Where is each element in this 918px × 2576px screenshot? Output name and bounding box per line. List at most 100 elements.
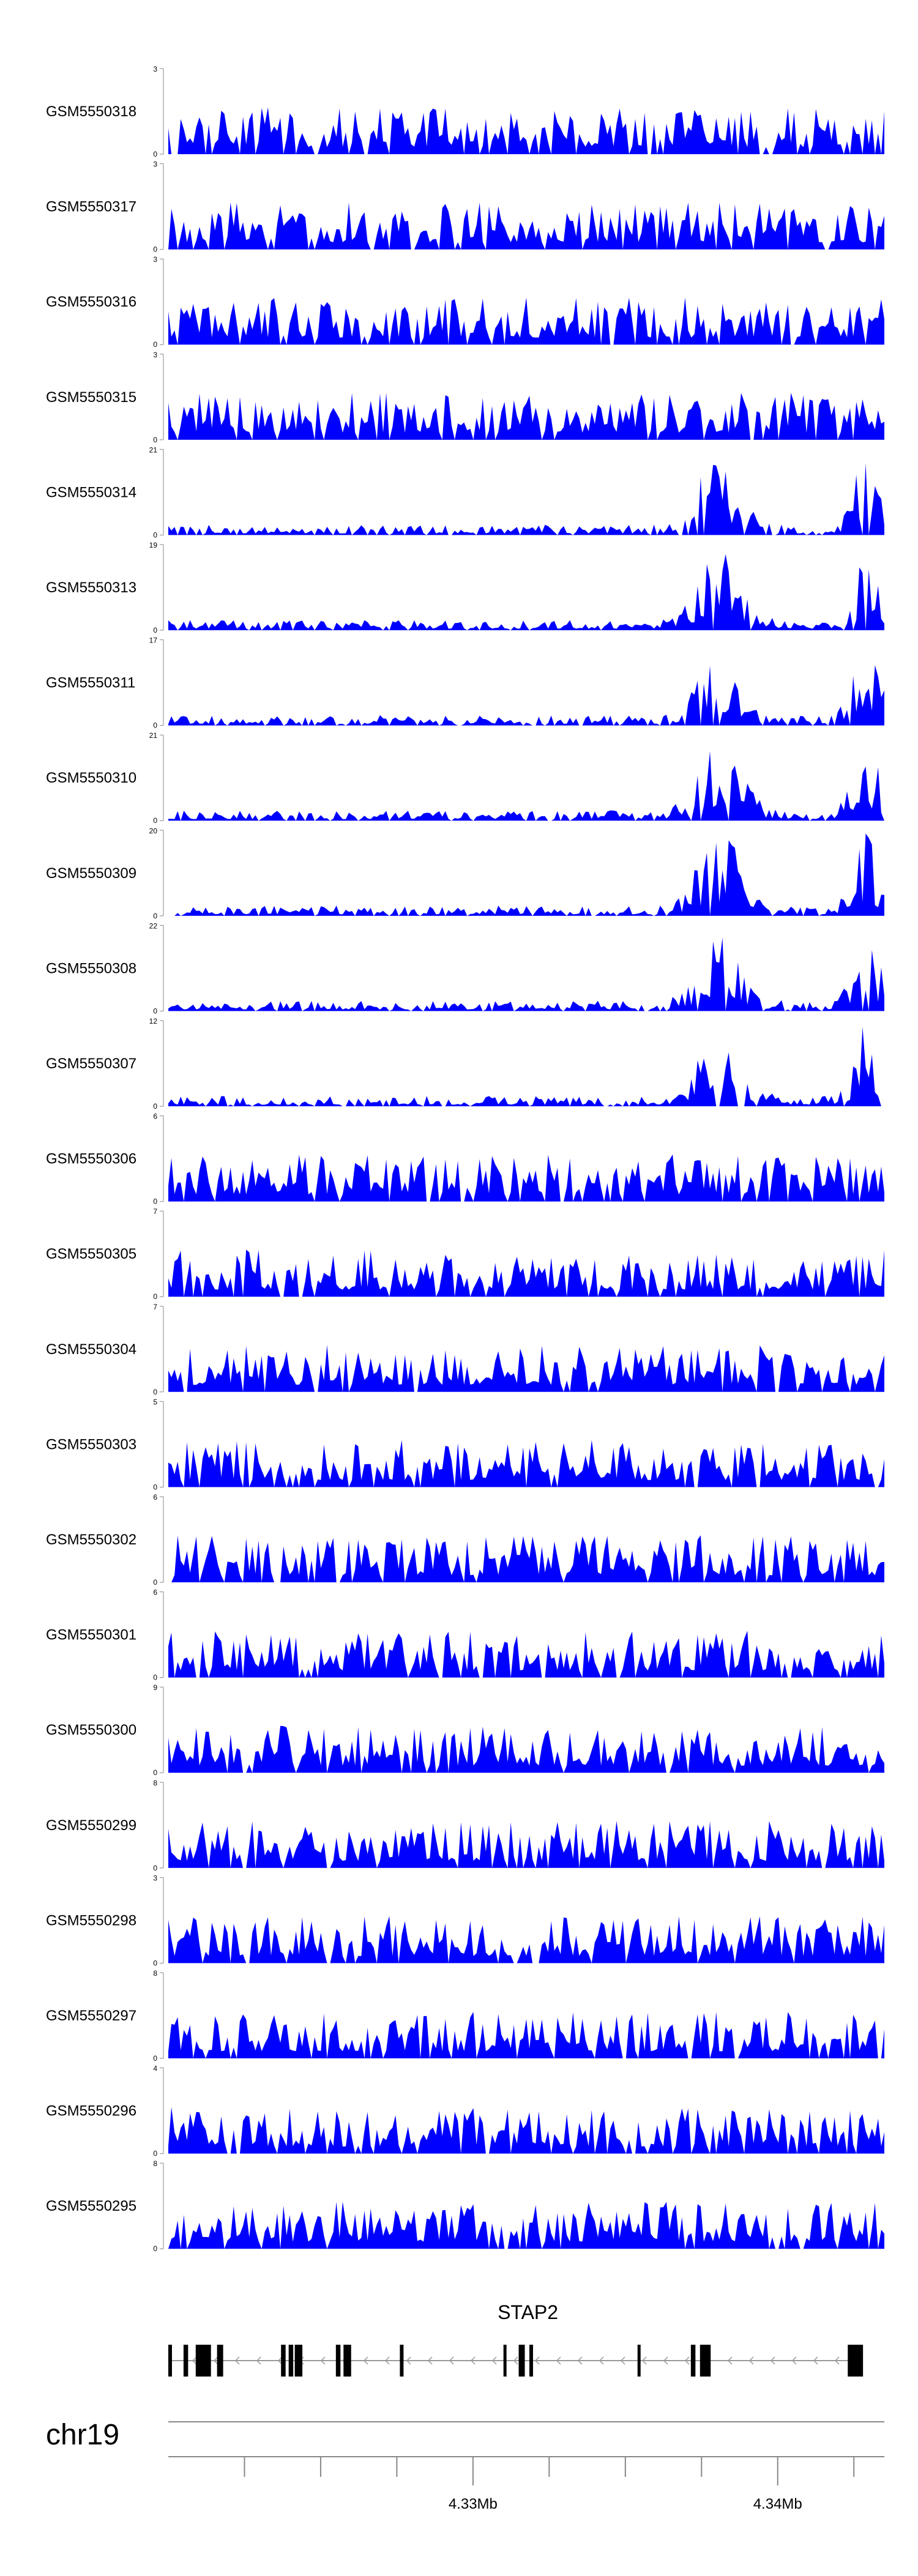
- strand-chevron: [534, 2356, 540, 2365]
- coverage-track: GSM5550297 8 0: [46, 1969, 884, 2063]
- coverage-area: [168, 2202, 884, 2249]
- strand-chevron: [213, 2356, 218, 2365]
- gene-exon: [281, 2345, 286, 2377]
- track-ymax-label: 3: [153, 255, 157, 264]
- coverage-track: GSM5550299 8 0: [46, 1779, 884, 1872]
- gene-exon: [503, 2345, 507, 2377]
- strand-chevron: [363, 2356, 368, 2365]
- track-ymax-label: 6: [153, 1588, 157, 1597]
- track-ymin-label: 0: [153, 1388, 157, 1396]
- strand-chevron: [641, 2356, 647, 2365]
- coverage-area: [168, 297, 884, 345]
- track-ymax-label: 21: [149, 445, 158, 454]
- coverage-area: [168, 392, 884, 440]
- track-label: GSM5550306: [46, 1151, 136, 1167]
- coverage-track: GSM5550300 9 0: [46, 1683, 884, 1777]
- track-label: GSM5550311: [46, 675, 135, 691]
- strand-chevron: [406, 2356, 411, 2365]
- gene-exon: [183, 2345, 188, 2377]
- track-label: GSM5550318: [46, 103, 136, 120]
- genome-axis: 4.33Mb 4.34Mb: [168, 2421, 884, 2512]
- gene-exon: [400, 2345, 404, 2377]
- track-ymax-label: 7: [153, 1207, 157, 1216]
- coverage-track: GSM5550305 7 0: [46, 1207, 884, 1301]
- coverage-track: GSM5550306 6 0: [46, 1112, 884, 1206]
- track-label: GSM5550302: [46, 1532, 136, 1548]
- strand-chevron: [684, 2356, 690, 2365]
- track-label: GSM5550304: [46, 1341, 136, 1358]
- gene-model: [168, 2345, 864, 2377]
- strand-chevron: [748, 2356, 754, 2365]
- coverage-area: [168, 1027, 884, 1106]
- coverage-area: [168, 751, 884, 821]
- gene-exon: [700, 2345, 711, 2377]
- gene-exon: [168, 2345, 172, 2377]
- track-ymin-label: 0: [153, 150, 157, 158]
- track-ymin-label: 0: [153, 816, 157, 825]
- coverage-track: GSM5550296 4 0: [46, 2064, 884, 2158]
- track-label: GSM5550308: [46, 960, 136, 977]
- strand-chevron: [234, 2356, 240, 2365]
- coverage-area: [168, 1154, 884, 1202]
- track-label: GSM5550307: [46, 1055, 136, 1072]
- coverage-track: GSM5550311 17 0: [46, 636, 884, 730]
- coverage-track: GSM5550318 3 0: [46, 65, 884, 158]
- track-ymax-label: 6: [153, 1493, 157, 1502]
- track-ymax-label: 19: [149, 541, 158, 549]
- track-ymax-label: 7: [153, 1303, 157, 1311]
- track-label: GSM5550310: [46, 770, 136, 786]
- track-ymax-label: 5: [153, 1398, 157, 1406]
- strand-chevron: [813, 2356, 818, 2365]
- coverage-track: GSM5550313 19 0: [46, 541, 884, 635]
- track-label: GSM5550297: [46, 2008, 136, 2024]
- track-ymin-label: 0: [153, 1959, 157, 1967]
- strand-chevron: [556, 2356, 561, 2365]
- coverage-area: [168, 554, 884, 630]
- track-label: GSM5550295: [46, 2198, 136, 2214]
- track-ymin-label: 0: [153, 245, 157, 254]
- strand-chevron: [256, 2356, 261, 2365]
- track-ymin-label: 0: [153, 1768, 157, 1777]
- coverage-track: GSM5550309 20 0: [46, 827, 884, 920]
- coverage-area: [168, 202, 884, 250]
- coverage-area: [168, 833, 884, 916]
- coverage-area: [168, 665, 884, 726]
- gene-exon: [195, 2345, 211, 2377]
- chromosome-label: chr19: [46, 2419, 119, 2451]
- gene-exon: [637, 2345, 641, 2377]
- strand-chevron: [663, 2356, 668, 2365]
- track-ymax-label: 12: [149, 1017, 158, 1026]
- track-ymin-label: 0: [153, 1864, 157, 1872]
- strand-chevron: [277, 2356, 283, 2365]
- strand-chevron: [192, 2356, 197, 2365]
- track-label: GSM5550309: [46, 865, 136, 882]
- coverage-tracks: GSM555031830GSM555031730GSM555031630GSM5…: [46, 65, 884, 2253]
- track-ymin-label: 0: [153, 912, 157, 920]
- track-label: GSM5550305: [46, 1246, 136, 1262]
- track-ymax-label: 9: [153, 1683, 157, 1692]
- track-ymin-label: 0: [153, 1483, 157, 1491]
- coverage-area: [168, 1916, 884, 1964]
- track-ymax-label: 3: [153, 65, 157, 73]
- strand-chevron: [449, 2356, 454, 2365]
- track-ymax-label: 17: [149, 636, 158, 645]
- track-ymax-label: 4: [153, 2064, 157, 2073]
- track-ymax-label: 20: [149, 827, 158, 835]
- strand-chevron: [620, 2356, 625, 2365]
- coverage-area: [168, 1535, 884, 1582]
- track-ymin-label: 0: [153, 2244, 157, 2253]
- coverage-area: [168, 937, 884, 1011]
- track-label: GSM5550299: [46, 1817, 136, 1834]
- track-ymax-label: 8: [153, 1779, 157, 1787]
- gene-exon: [335, 2345, 341, 2377]
- coverage-area: [168, 2107, 884, 2154]
- strand-chevron: [791, 2356, 797, 2365]
- track-ymin-label: 0: [153, 1007, 157, 1015]
- track-ymin-label: 0: [153, 340, 157, 349]
- gene-exon: [343, 2345, 351, 2377]
- gene-name-label: STAP2: [498, 2301, 558, 2323]
- gene-exon: [848, 2345, 864, 2377]
- coverage-area: [168, 463, 884, 535]
- track-ymin-label: 0: [153, 1673, 157, 1682]
- track-label: GSM5550313: [46, 579, 136, 596]
